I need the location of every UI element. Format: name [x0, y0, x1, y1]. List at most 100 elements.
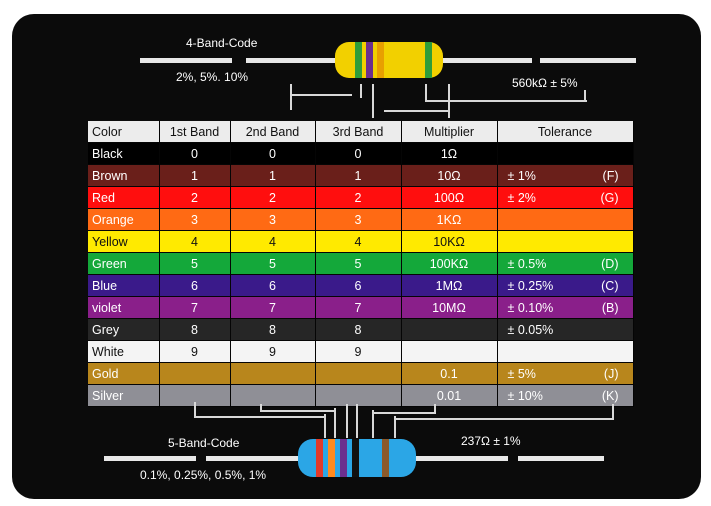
table-row: Red 2 2 2 100Ω ± 2% (G): [88, 186, 634, 209]
header-multiplier: Multiplier: [401, 121, 498, 143]
color-code-table: Color 1st Band 2nd Band 3rd Band Multipl…: [88, 121, 634, 407]
resistor-band: [340, 439, 347, 477]
tolerance-code: (B): [601, 300, 619, 315]
table-row: Black 0 0 0 1Ω: [88, 142, 634, 165]
cell-2nd-band: [230, 362, 316, 385]
connector-4band-e: [384, 84, 450, 112]
header-color: Color: [88, 121, 160, 143]
connector-5band-d: [334, 408, 336, 438]
cell-2nd-band: [230, 384, 316, 407]
cell-tolerance: [497, 142, 634, 165]
resistor-band: [328, 439, 335, 477]
cell-color: violet: [88, 296, 160, 319]
cell-3rd-band: 5: [315, 252, 402, 275]
tolerance-code: (D): [601, 256, 619, 271]
cell-multiplier: 0.1: [401, 362, 498, 385]
cell-1st-band: 8: [159, 318, 231, 341]
cell-2nd-band: 6: [230, 274, 316, 297]
connector-5band-b: [324, 414, 326, 438]
cell-3rd-band: 4: [315, 230, 402, 253]
cell-color: Silver: [88, 384, 160, 407]
connector-5band-h: [372, 410, 374, 438]
cell-3rd-band: 9: [315, 340, 402, 363]
cell-multiplier: 100KΩ: [401, 252, 498, 275]
tolerance-value: ± 0.05%: [507, 322, 554, 337]
header-tolerance: Tolerance: [497, 121, 634, 143]
cell-multiplier: 10MΩ: [401, 296, 498, 319]
four-band-example: 560kΩ ± 5%: [512, 76, 578, 90]
cell-3rd-band: 2: [315, 186, 402, 209]
four-band-lead-right: [442, 58, 532, 63]
cell-2nd-band: 9: [230, 340, 316, 363]
cell-multiplier: 1KΩ: [401, 208, 498, 231]
four-band-right-wire: [540, 58, 636, 63]
connector-5band-j: [394, 416, 396, 438]
cell-tolerance: ± 1% (F): [497, 164, 634, 187]
cell-multiplier: 100Ω: [401, 186, 498, 209]
cell-1st-band: 3: [159, 208, 231, 231]
tolerance-wrap: ± 0.10% (B): [498, 301, 633, 315]
table-row: Gold 0.1 ± 5% (J): [88, 362, 634, 385]
resistor-band: [377, 42, 384, 78]
tolerance-value: ± 0.10%: [507, 300, 554, 315]
cell-color: Yellow: [88, 230, 160, 253]
cell-2nd-band: 8: [230, 318, 316, 341]
table-row: Green 5 5 5 100KΩ ± 0.5% (D): [88, 252, 634, 275]
five-band-tolerances: 0.1%, 0.25%, 0.5%, 1%: [140, 468, 267, 482]
resistor-band: [382, 439, 389, 477]
cell-tolerance: [497, 230, 634, 253]
cell-2nd-band: 7: [230, 296, 316, 319]
cell-multiplier: [401, 340, 498, 363]
connector-5band-e: [346, 404, 348, 438]
connector-4band-h: [584, 90, 586, 102]
resistor-band: [355, 42, 362, 78]
connector-5band-c: [260, 404, 336, 412]
connector-5band-i: [394, 404, 614, 420]
connector-4band-d: [372, 84, 374, 118]
cell-3rd-band: 8: [315, 318, 402, 341]
table-row: Orange 3 3 3 1KΩ: [88, 208, 634, 231]
cell-2nd-band: 2: [230, 186, 316, 209]
cell-color: Green: [88, 252, 160, 275]
five-band-lead-right: [416, 456, 508, 461]
cell-multiplier: 1MΩ: [401, 274, 498, 297]
tolerance-wrap: ± 0.25% (C): [498, 279, 633, 293]
cell-color: Grey: [88, 318, 160, 341]
cell-tolerance: ± 0.05%: [497, 318, 634, 341]
tolerance-value: ± 10%: [507, 388, 543, 403]
cell-1st-band: [159, 362, 231, 385]
tolerance-code: (C): [601, 278, 619, 293]
cell-multiplier: 10KΩ: [401, 230, 498, 253]
connector-4band-a: [290, 84, 354, 110]
tolerance-wrap: ± 10% (K): [498, 389, 633, 403]
cell-tolerance: ± 2% (G): [497, 186, 634, 209]
five-band-left-wire: [104, 456, 196, 461]
tolerance-code: (J): [603, 366, 619, 381]
cell-3rd-band: [315, 384, 402, 407]
five-band-lead-left: [206, 456, 298, 461]
cell-1st-band: 2: [159, 186, 231, 209]
header-3rd-band: 3rd Band: [315, 121, 402, 143]
resistor-band: [352, 439, 359, 477]
cell-1st-band: 5: [159, 252, 231, 275]
header-2nd-band: 2nd Band: [230, 121, 316, 143]
four-band-left-wire: [140, 58, 232, 63]
tolerance-wrap: ± 0.5% (D): [498, 257, 633, 271]
cell-2nd-band: 3: [230, 208, 316, 231]
cell-1st-band: 4: [159, 230, 231, 253]
connector-4band-g: [425, 84, 587, 102]
connector-4band-f: [448, 104, 450, 118]
four-band-lead-left: [246, 58, 336, 63]
table-row: Yellow 4 4 4 10KΩ: [88, 230, 634, 253]
cell-color: Blue: [88, 274, 160, 297]
tolerance-wrap: ± 1% (F): [498, 169, 633, 183]
tolerance-value: ± 1%: [507, 168, 536, 183]
four-band-tolerances: 2%, 5%. 10%: [176, 70, 249, 84]
cell-2nd-band: 0: [230, 142, 316, 165]
five-band-title: 5-Band-Code: [168, 436, 240, 450]
cell-color: Brown: [88, 164, 160, 187]
cell-2nd-band: 1: [230, 164, 316, 187]
cell-3rd-band: 0: [315, 142, 402, 165]
cell-tolerance: [497, 208, 634, 231]
cell-multiplier: 1Ω: [401, 142, 498, 165]
